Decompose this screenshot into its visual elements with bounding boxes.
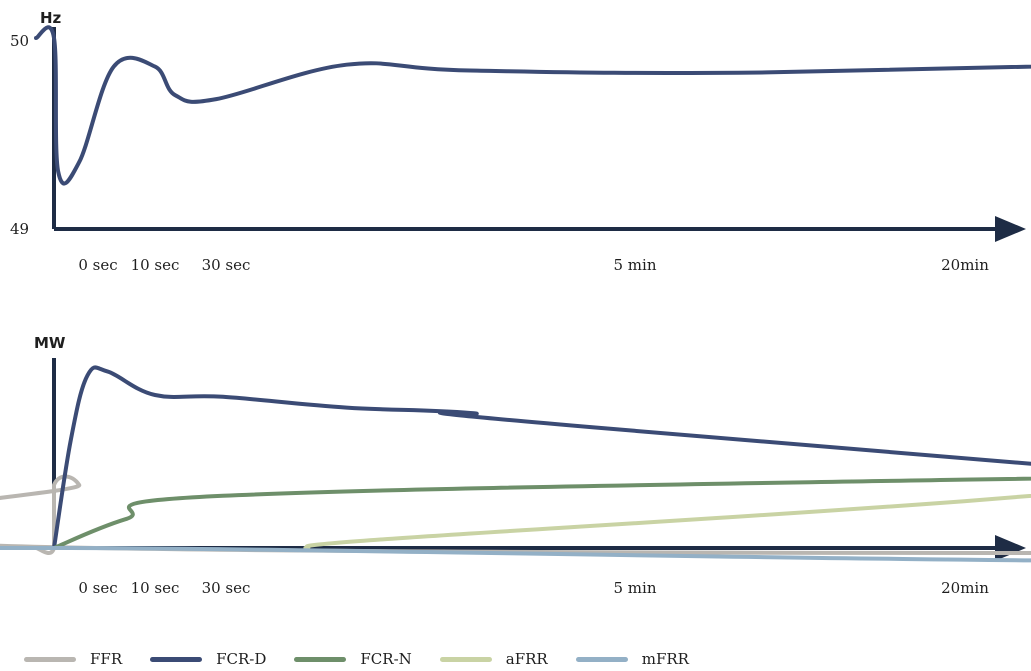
series-line-mfrr [0, 545, 1031, 563]
legend-item: FFR [24, 650, 122, 668]
x-tick-label: 10 sec [131, 579, 180, 597]
x-axis-arrow-icon [995, 216, 1026, 242]
y-axis-unit-label: MW [34, 334, 66, 352]
legend-swatch [24, 656, 76, 662]
x-tick-label: 10 sec [131, 256, 180, 274]
legend-label: FCR-N [360, 650, 412, 668]
x-tick-label: 5 min [614, 256, 657, 274]
legend-item: mFRR [575, 650, 689, 668]
legend-item: aFRR [439, 650, 548, 668]
legend: FFR FCR-D FCR-N aFRR mFRR [24, 648, 717, 670]
x-tick-label: 20min [941, 256, 989, 274]
x-tick-label: 5 min [614, 579, 657, 597]
legend-swatch [575, 656, 628, 662]
legend-swatch [150, 656, 203, 662]
legend-item: FCR-N [294, 650, 412, 668]
legend-label: FFR [90, 650, 123, 668]
legend-label: mFRR [641, 650, 689, 668]
series-line-afrr [303, 494, 1031, 550]
legend-item: FCR-D [150, 650, 266, 668]
y-tick-label: 50 [10, 32, 29, 50]
legend-swatch [439, 656, 492, 662]
x-tick-label: 20min [941, 579, 989, 597]
x-tick-label: 30 sec [202, 579, 251, 597]
x-tick-label: 30 sec [202, 256, 251, 274]
series-line-fcr-n [52, 476, 1031, 550]
x-tick-label: 0 sec [78, 256, 117, 274]
y-axis-unit-label: Hz [40, 9, 62, 27]
frequency-line [34, 25, 1031, 186]
legend-label: aFRR [505, 650, 548, 668]
legend-label: FCR-D [216, 650, 267, 668]
x-axis-arrow-icon [995, 535, 1026, 561]
y-tick-label: 49 [10, 220, 29, 238]
x-tick-label: 0 sec [78, 579, 117, 597]
legend-swatch [294, 656, 347, 662]
series-line-fcr-d [52, 365, 1031, 550]
